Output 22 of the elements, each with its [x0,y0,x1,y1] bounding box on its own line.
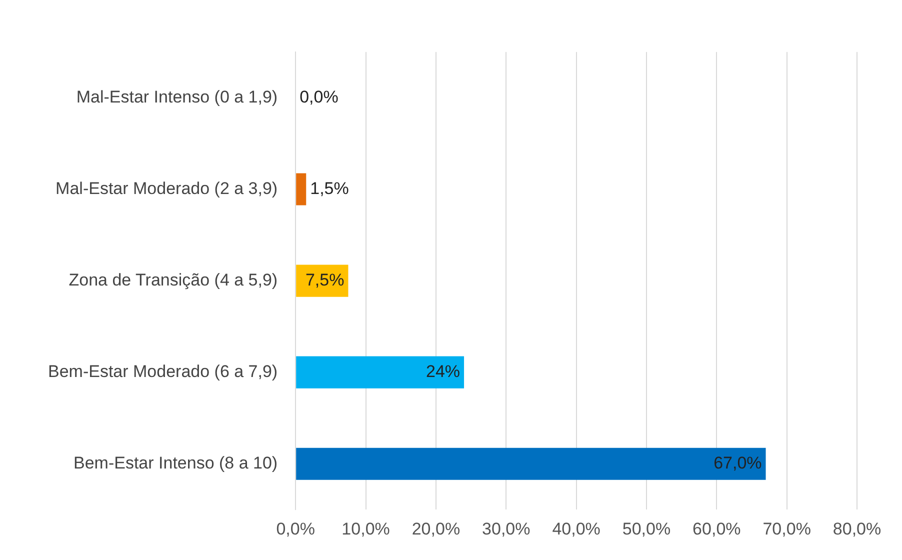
x-tick-label: 50,0% [622,519,671,538]
data-label: 24% [426,362,460,382]
bar [296,356,464,388]
data-label: 7,5% [305,270,344,290]
x-tick-label: 30,0% [482,519,530,538]
y-tick-label: Bem-Estar Moderado (6 a 7,9) [48,362,278,382]
x-tick-label: 20,0% [412,519,460,538]
bar [296,448,766,480]
data-label: 67,0% [714,454,762,473]
x-tick-label: 80,0% [832,519,882,538]
y-tick-label: Mal-Estar Intenso (0 a 1,9) [76,87,278,106]
x-tick-label: 40,0% [552,519,600,538]
x-tick-label: 0,0% [276,519,315,538]
y-tick-label: Zona de Transição (4 a 5,9) [68,270,278,290]
data-label: 1,5% [310,178,349,198]
bar [296,173,306,206]
x-tick-label: 10,0% [342,519,390,538]
data-label: 0,0% [300,87,338,106]
x-tick-label: 70,0% [762,519,811,538]
y-tick-label: Bem-Estar Intenso (8 a 10) [74,454,278,473]
x-tick-label: 60,0% [692,519,741,538]
y-tick-label: Mal-Estar Moderado (2 a 3,9) [56,178,278,198]
